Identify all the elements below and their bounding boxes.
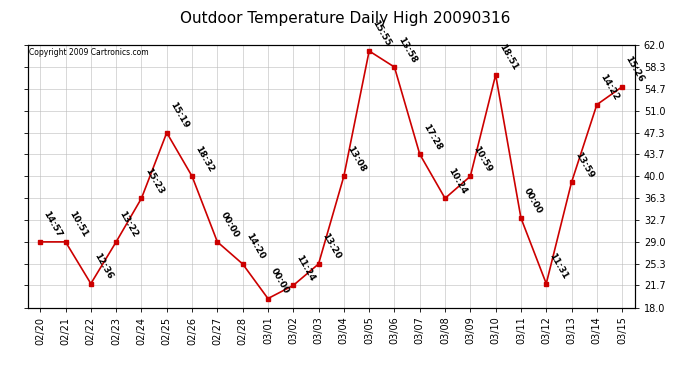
Text: 15:26: 15:26 — [624, 55, 646, 84]
Text: 13:58: 13:58 — [396, 35, 418, 64]
Text: 15:55: 15:55 — [371, 19, 393, 48]
Text: 12:36: 12:36 — [92, 252, 115, 281]
Text: 00:00: 00:00 — [522, 186, 544, 215]
Text: 00:00: 00:00 — [269, 267, 291, 296]
Text: 11:24: 11:24 — [295, 253, 317, 283]
Text: 10:59: 10:59 — [472, 144, 494, 174]
Text: 14:20: 14:20 — [244, 232, 266, 261]
Text: 13:22: 13:22 — [117, 210, 139, 239]
Text: 15:23: 15:23 — [143, 166, 165, 195]
Text: 15:19: 15:19 — [168, 100, 190, 130]
Text: 11:31: 11:31 — [548, 252, 570, 281]
Text: 00:00: 00:00 — [219, 210, 241, 239]
Text: 18:51: 18:51 — [497, 43, 519, 72]
Text: 14:57: 14:57 — [41, 210, 64, 239]
Text: 18:32: 18:32 — [193, 144, 215, 174]
Text: 10:24: 10:24 — [446, 166, 469, 195]
Text: 13:08: 13:08 — [345, 144, 367, 174]
Text: 14:22: 14:22 — [598, 72, 620, 102]
Text: 13:20: 13:20 — [320, 232, 342, 261]
Text: Copyright 2009 Cartronics.com: Copyright 2009 Cartronics.com — [29, 48, 148, 57]
Text: 10:51: 10:51 — [67, 210, 89, 239]
Text: Outdoor Temperature Daily High 20090316: Outdoor Temperature Daily High 20090316 — [180, 11, 510, 26]
Text: 17:28: 17:28 — [421, 122, 443, 152]
Text: 13:59: 13:59 — [573, 150, 595, 180]
